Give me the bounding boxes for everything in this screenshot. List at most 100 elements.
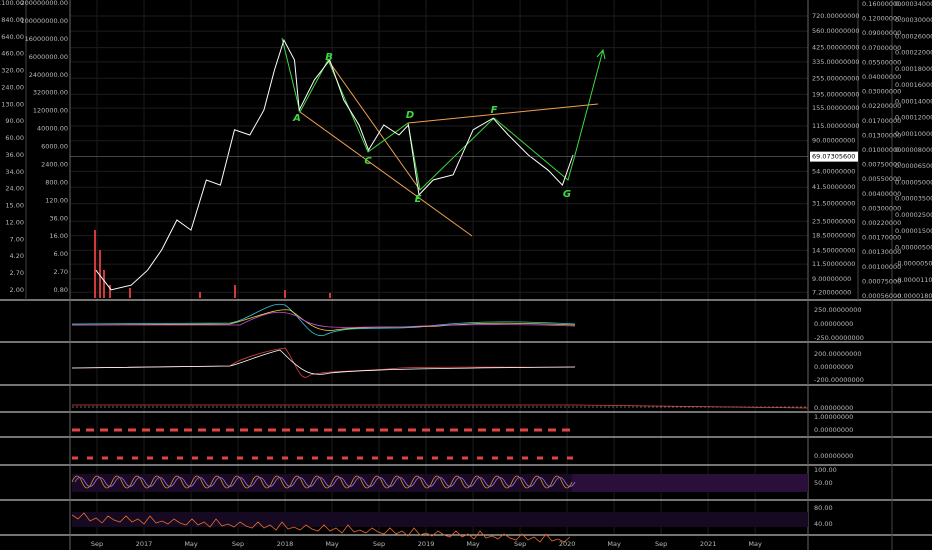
wave-label: E — [415, 194, 422, 205]
y-tick-label: 255.00000000 — [812, 74, 860, 82]
axis-label: 240.00 — [1, 83, 24, 91]
axis-label: 320000.00 — [33, 89, 68, 97]
y-tick-label: 54.00000000 — [812, 167, 855, 175]
axis-label: 16.00 — [49, 232, 68, 240]
axis-label: 0.02200000 — [862, 102, 901, 110]
y-tick-label: 560.00000000 — [812, 27, 860, 35]
axis-label: 0.01700000 — [862, 117, 901, 125]
axis-label: 4.20 — [10, 252, 24, 260]
y-tick-label: 195.00000000 — [812, 90, 860, 98]
axis-label: 0.12000000 — [862, 15, 901, 23]
y-tick-label: 335.00000000 — [812, 58, 860, 66]
pane-axis-label: 0.00000000 — [814, 363, 853, 371]
pane-axis-label: -200.00000000 — [814, 376, 864, 384]
axis-label: 130.00 — [1, 100, 24, 108]
x-tick-label: Sep — [514, 540, 526, 548]
pane-axis-label: 0.00000000 — [814, 404, 853, 412]
indicator-line — [71, 512, 571, 543]
pane-axis-label: 200.00000000 — [814, 350, 862, 358]
pane-axis-label: 0.00000000 — [814, 320, 853, 328]
axis-label: 0.01300000 — [862, 131, 901, 139]
axis-label: 0.00008000 — [895, 146, 932, 154]
y-tick-label: 41.50000000 — [812, 183, 855, 191]
axis-label: 0.00012000 — [895, 114, 932, 122]
axis-label: 6000.00 — [41, 143, 68, 151]
axis-label: 0.00056000 — [862, 292, 901, 300]
axis-label: 120.00 — [45, 196, 68, 204]
y-tick-label: 425.00000000 — [812, 44, 860, 52]
pane-axis-label: 80.00 — [814, 504, 833, 512]
wave-label: C — [364, 156, 372, 167]
pane-axis-label: 1.00000000 — [814, 413, 853, 421]
axis-label: 34.00 — [5, 168, 24, 176]
pane-axis-label: 50.00 — [814, 479, 833, 487]
axis-label: 0.09000000 — [862, 29, 901, 37]
axis-label: 0.00003500 — [895, 195, 932, 203]
axis-label: -0.00001800 — [895, 292, 932, 300]
y-tick-label: 155.00000000 — [812, 104, 860, 112]
y-tick-label: 7.20000000 — [812, 288, 851, 296]
indicator-line — [74, 477, 576, 487]
axis-label: 2400.00 — [41, 160, 68, 168]
axis-label: 640.00 — [1, 33, 24, 41]
volume — [94, 230, 331, 298]
wave-label: A — [292, 113, 301, 124]
arrow-head — [596, 48, 606, 60]
axis-label: 0.00006500 — [895, 162, 932, 170]
axis-label: 0.00100000 — [862, 263, 901, 271]
y-tick-label: 9.00000000 — [812, 275, 851, 283]
axis-label: 0.00026000 — [895, 32, 932, 40]
trend-line — [299, 59, 599, 237]
indicator-line — [72, 311, 576, 328]
pane-axis-label: 40.00 — [814, 520, 833, 528]
axis-label: 320.00 — [1, 67, 24, 75]
axis-label: 0.00030000 — [895, 16, 932, 24]
axis-label: 800.00 — [45, 178, 68, 186]
last-price-label: 69.07305600 — [812, 153, 855, 161]
indicator-line — [72, 404, 809, 409]
x-tick-label: May — [466, 540, 480, 548]
axis-label: 0.04000000 — [862, 73, 901, 81]
axis-label: 0.00014000 — [895, 97, 932, 105]
x-tick-label: May — [748, 540, 762, 548]
axis-label: 0.00034000 — [895, 0, 932, 8]
axis-label: 1100.00 — [0, 0, 24, 7]
axis-label: 0.07000000 — [862, 44, 901, 52]
axis-label: 36.00 — [49, 214, 68, 222]
axis-label: 36.00 — [5, 151, 24, 159]
pane-axis-label: 250.00000000 — [814, 306, 862, 314]
axis-label: 40000.00 — [37, 125, 68, 133]
indicator-line — [71, 303, 576, 336]
axis-label: 0.00010000 — [895, 130, 932, 138]
y-tick-label: 23.50000000 — [812, 217, 855, 225]
indicators — [71, 303, 809, 543]
wave-label: F — [491, 105, 498, 116]
axis-label: 0.16000000 — [862, 0, 901, 8]
y-tick-label: 18.50000000 — [812, 232, 855, 240]
axis-label: 0.00022000 — [895, 49, 932, 57]
x-tick-label: Sep — [91, 540, 103, 548]
axis-label: 0.00018000 — [895, 65, 932, 73]
last-price-box — [810, 151, 858, 162]
axis-label: 0.00220000 — [862, 219, 901, 227]
axis-label: 12.00 — [5, 218, 24, 226]
axis-label: 100000000.00 — [20, 17, 68, 25]
rsi-band — [572, 474, 808, 492]
price-line — [95, 38, 574, 291]
x-tick-label: 2017 — [136, 540, 153, 548]
x-tick-label: Sep — [655, 540, 667, 548]
axis-label: 0.01000000 — [862, 146, 901, 154]
x-tick-label: 2018 — [277, 540, 294, 548]
x-tick-label: May — [325, 540, 339, 548]
axis-label: 0.00002500 — [895, 211, 932, 219]
x-tick-label: 2020 — [559, 540, 576, 548]
axis-label: 2400000.00 — [29, 71, 68, 79]
axis-label: -0.00000500 — [895, 260, 932, 268]
axis-label: 0.00075000 — [862, 277, 901, 285]
x-tick-label: Sep — [373, 540, 385, 548]
axis-label: 0.00001500 — [895, 227, 932, 235]
axis-label: 60.00 — [5, 134, 24, 142]
axis-label: 0.00130000 — [862, 248, 901, 256]
pane-axis-label: 0.00000000 — [814, 452, 853, 460]
